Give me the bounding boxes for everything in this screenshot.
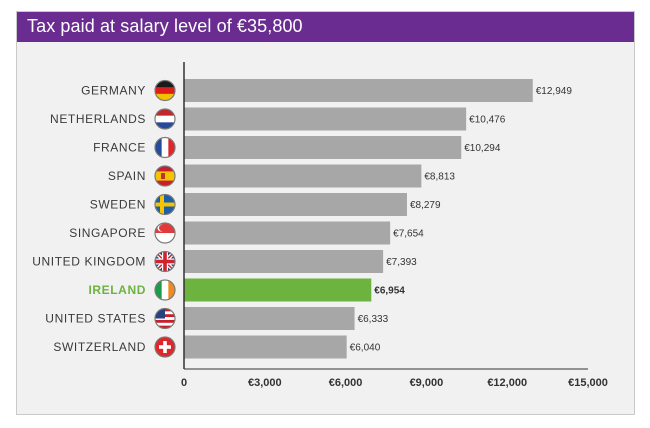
value-label-netherlands: €10,476 bbox=[469, 115, 506, 126]
title-bar: Tax paid at salary level of €35,800 bbox=[17, 12, 634, 42]
netherlands-flag-icon bbox=[154, 108, 176, 130]
value-label-switzerland: €6,040 bbox=[350, 343, 381, 354]
x-tick-label-4: €12,000 bbox=[487, 377, 527, 389]
united-kingdom-flag-icon bbox=[154, 250, 176, 273]
category-label-switzerland: SWITZERLAND bbox=[53, 340, 146, 354]
category-label-france: FRANCE bbox=[93, 141, 146, 155]
bar-ireland bbox=[184, 278, 372, 302]
category-label-united-kingdom: UNITED KINGDOM bbox=[32, 255, 146, 269]
spain-flag-icon bbox=[154, 165, 176, 187]
value-label-sweden: €8,279 bbox=[410, 200, 441, 211]
bar-france bbox=[184, 136, 462, 159]
bar-sweden bbox=[184, 193, 407, 216]
france-flag-icon bbox=[154, 136, 176, 159]
category-label-sweden: SWEDEN bbox=[90, 198, 146, 212]
value-label-spain: €8,813 bbox=[424, 172, 455, 183]
category-label-ireland: IRELAND bbox=[88, 283, 146, 297]
value-label-ireland: €6,954 bbox=[374, 286, 405, 297]
category-label-united-states: UNITED STATES bbox=[45, 312, 146, 326]
category-label-netherlands: NETHERLANDS bbox=[50, 112, 146, 126]
sweden-flag-icon bbox=[154, 193, 176, 216]
bar-germany bbox=[184, 79, 533, 102]
chart-title: Tax paid at salary level of €35,800 bbox=[27, 16, 303, 36]
category-label-spain: SPAIN bbox=[108, 169, 146, 183]
x-tick-label-1: €3,000 bbox=[248, 377, 282, 389]
value-label-germany: €12,949 bbox=[536, 86, 573, 97]
bar-netherlands bbox=[184, 107, 467, 131]
united-states-flag-icon bbox=[154, 307, 176, 330]
bar-singapore bbox=[184, 221, 391, 245]
germany-flag-icon bbox=[154, 79, 176, 102]
singapore-flag-icon bbox=[154, 222, 176, 244]
value-label-singapore: €7,654 bbox=[393, 229, 424, 240]
bar-spain bbox=[184, 164, 422, 188]
category-label-germany: GERMANY bbox=[81, 84, 146, 98]
x-tick-label-3: €9,000 bbox=[410, 377, 444, 389]
value-label-france: €10,294 bbox=[464, 143, 501, 154]
ireland-flag-icon bbox=[154, 279, 176, 301]
bar-united-kingdom bbox=[184, 250, 384, 273]
x-tick-label-0: 0 bbox=[181, 377, 187, 389]
x-tick-label-5: €15,000 bbox=[568, 377, 608, 389]
bar-switzerland bbox=[184, 335, 347, 359]
category-label-singapore: SINGAPORE bbox=[69, 226, 146, 240]
value-label-united-kingdom: €7,393 bbox=[386, 257, 417, 268]
x-tick-label-2: €6,000 bbox=[329, 377, 363, 389]
bar-united-states bbox=[184, 307, 355, 330]
switzerland-flag-icon bbox=[154, 336, 176, 358]
value-label-united-states: €6,333 bbox=[358, 314, 389, 325]
